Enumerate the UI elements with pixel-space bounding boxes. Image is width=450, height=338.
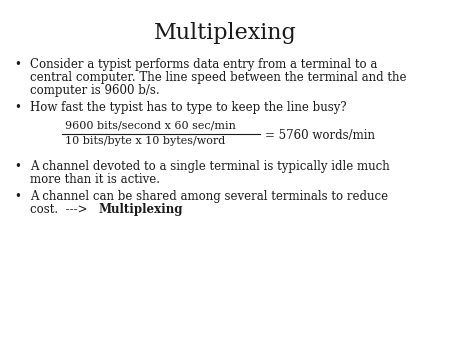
Text: •: • [14, 58, 22, 71]
Text: = 5760 words/min: = 5760 words/min [265, 129, 375, 142]
Text: A channel devoted to a single terminal is typically idle much: A channel devoted to a single terminal i… [30, 160, 390, 173]
Text: •: • [14, 101, 22, 114]
Text: Multiplexing: Multiplexing [153, 22, 297, 44]
Text: 10 bits/byte x 10 bytes/word: 10 bits/byte x 10 bytes/word [65, 136, 225, 146]
Text: Consider a typist performs data entry from a terminal to a: Consider a typist performs data entry fr… [30, 58, 378, 71]
Text: 9600 bits/second x 60 sec/min: 9600 bits/second x 60 sec/min [65, 120, 236, 130]
Text: A channel can be shared among several terminals to reduce: A channel can be shared among several te… [30, 190, 388, 203]
Text: •: • [14, 160, 22, 173]
Text: How fast the typist has to type to keep the line busy?: How fast the typist has to type to keep … [30, 101, 346, 114]
Text: Multiplexing: Multiplexing [98, 203, 183, 216]
Text: •: • [14, 190, 22, 203]
Text: more than it is active.: more than it is active. [30, 173, 160, 186]
Text: computer is 9600 b/s.: computer is 9600 b/s. [30, 84, 160, 97]
Text: cost.  --->: cost. ---> [30, 203, 95, 216]
Text: central computer. The line speed between the terminal and the: central computer. The line speed between… [30, 71, 406, 84]
